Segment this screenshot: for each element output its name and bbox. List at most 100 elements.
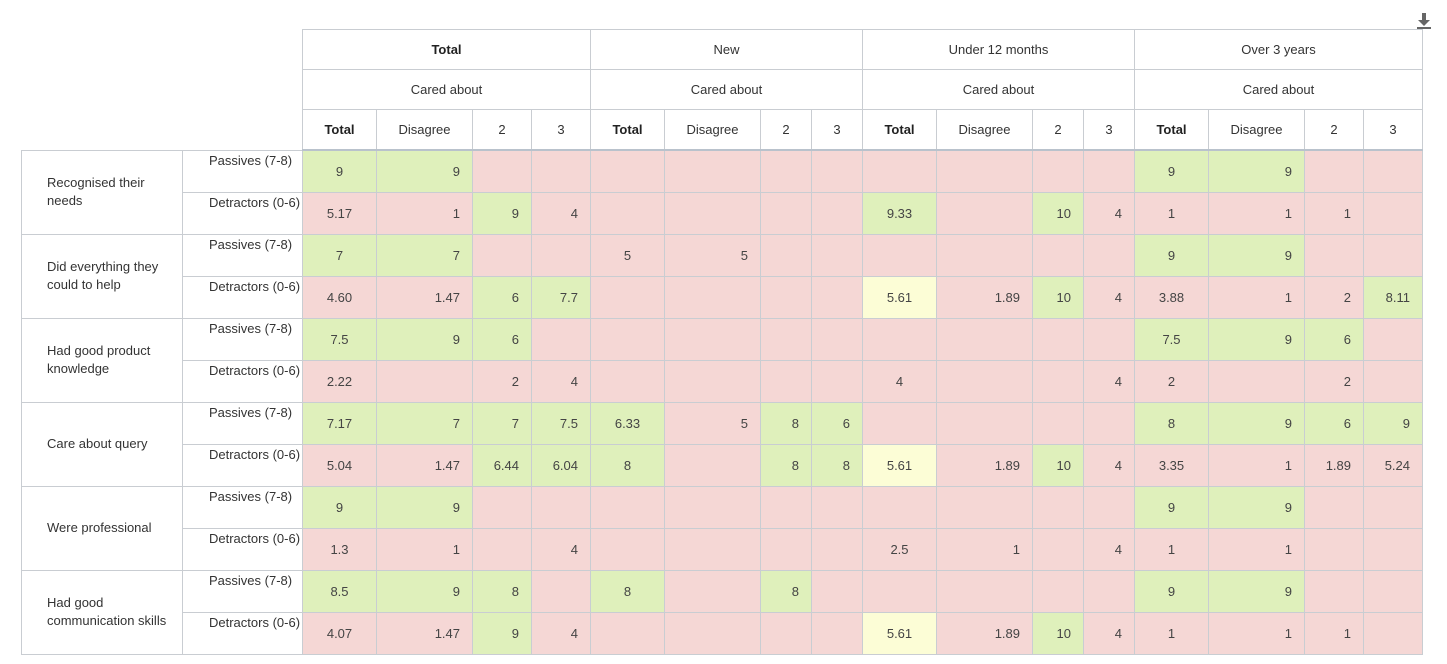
data-cell — [760, 611, 812, 655]
table-row: Detractors (0-6) 2.22 2 4 4 4 2 2 — [22, 359, 1423, 403]
download-icon[interactable] — [1416, 12, 1432, 30]
data-cell: 1 — [1208, 191, 1305, 235]
data-cell: 7.5 — [531, 401, 591, 445]
data-cell — [811, 191, 863, 235]
data-cell — [1363, 149, 1423, 193]
data-cell: 9 — [1208, 149, 1305, 193]
data-cell — [1032, 527, 1084, 571]
data-cell — [936, 149, 1033, 193]
column-header: 3 — [811, 109, 863, 151]
data-cell — [862, 569, 937, 613]
data-cell: 4.60 — [302, 275, 377, 319]
data-cell — [811, 527, 863, 571]
data-cell: 1 — [1134, 191, 1209, 235]
data-cell — [1032, 233, 1084, 277]
data-cell — [531, 149, 591, 193]
column-header: 2 — [760, 109, 812, 151]
data-cell: 8.11 — [1363, 275, 1423, 319]
sub-row-header: Passives (7-8) — [182, 569, 303, 613]
data-cell: 9 — [1208, 401, 1305, 445]
data-cell — [1032, 401, 1084, 445]
data-cell: 4 — [531, 191, 591, 235]
table-row: Care about query Passives (7-8) 7.17 7 7 7.5 6… — [21, 401, 1423, 487]
data-cell: 2 — [1134, 359, 1209, 403]
data-cell — [760, 149, 812, 193]
row-header: Were professional — [21, 485, 183, 571]
data-cell — [472, 485, 532, 529]
data-cell: 6 — [1304, 401, 1364, 445]
data-cell — [664, 443, 761, 487]
data-cell — [862, 401, 937, 445]
data-cell — [1363, 569, 1423, 613]
measure-header: Cared about — [590, 69, 863, 110]
data-cell: 6 — [1304, 317, 1364, 361]
data-cell: 9.33 — [862, 191, 937, 235]
group-header-under-12-months: Under 12 months — [862, 29, 1135, 70]
data-cell — [760, 359, 812, 403]
column-header: 3 — [1083, 109, 1135, 151]
header-row-groups: Total New Under 12 months Over 3 years — [21, 29, 1423, 70]
data-cell: 5.61 — [862, 275, 937, 319]
data-cell: 9 — [1134, 233, 1209, 277]
data-cell: 7.5 — [302, 317, 377, 361]
data-cell: 10 — [1032, 191, 1084, 235]
data-cell — [936, 485, 1033, 529]
data-cell — [1363, 317, 1423, 361]
data-cell: 5 — [664, 401, 761, 445]
data-cell — [590, 191, 665, 235]
data-cell — [760, 275, 812, 319]
data-cell — [760, 317, 812, 361]
data-cell: 4 — [1083, 611, 1135, 655]
sub-row-header: Detractors (0-6) — [182, 611, 303, 655]
header-spacer — [21, 29, 303, 70]
data-cell — [1304, 233, 1364, 277]
data-cell: 8 — [472, 569, 532, 613]
data-cell — [1363, 233, 1423, 277]
data-cell: 10 — [1032, 443, 1084, 487]
data-cell — [936, 317, 1033, 361]
data-cell — [1032, 359, 1084, 403]
data-cell: 1.89 — [936, 275, 1033, 319]
data-cell — [936, 569, 1033, 613]
data-cell — [376, 359, 473, 403]
sub-row-header: Detractors (0-6) — [182, 443, 303, 487]
data-cell — [1083, 149, 1135, 193]
data-cell — [1032, 317, 1084, 361]
column-header: 2 — [1032, 109, 1084, 151]
column-header: Total — [862, 109, 937, 151]
table-body: Recognised their needs Passives (7-8) 9 9 9 9… — [21, 149, 1423, 655]
data-cell — [1032, 149, 1084, 193]
data-cell: 9 — [376, 485, 473, 529]
data-cell — [811, 275, 863, 319]
column-header: 2 — [1304, 109, 1364, 151]
data-cell: 1.3 — [302, 527, 377, 571]
data-cell — [531, 485, 591, 529]
data-cell — [1363, 485, 1423, 529]
data-cell: 9 — [1363, 401, 1423, 445]
column-header: Disagree — [664, 109, 761, 151]
table-row: Had good communication skills Passives (7… — [21, 569, 1423, 655]
column-header: 3 — [531, 109, 591, 151]
data-cell: 5.17 — [302, 191, 377, 235]
column-header: Disagree — [936, 109, 1033, 151]
data-cell — [936, 191, 1033, 235]
column-header: Disagree — [1208, 109, 1305, 151]
table-header: Total New Under 12 months Over 3 years C… — [21, 29, 1423, 151]
row-header: Had good product knowledge — [21, 317, 183, 403]
data-cell: 8.5 — [302, 569, 377, 613]
data-cell — [811, 149, 863, 193]
data-cell — [664, 275, 761, 319]
data-cell — [590, 527, 665, 571]
data-cell: 8 — [760, 443, 812, 487]
data-cell: 9 — [302, 149, 377, 193]
data-cell: 1 — [376, 527, 473, 571]
data-cell — [1304, 485, 1364, 529]
data-cell: 3.35 — [1134, 443, 1209, 487]
data-cell — [862, 485, 937, 529]
row-header: Care about query — [21, 401, 183, 487]
row-header: Did everything they could to help — [21, 233, 183, 319]
data-cell — [1304, 149, 1364, 193]
data-cell — [1083, 233, 1135, 277]
table-row: Detractors (0-6) 4.60 1.47 6 7.7 5.61 1.89 10 4 3… — [22, 275, 1423, 319]
group-header-new: New — [590, 29, 863, 70]
